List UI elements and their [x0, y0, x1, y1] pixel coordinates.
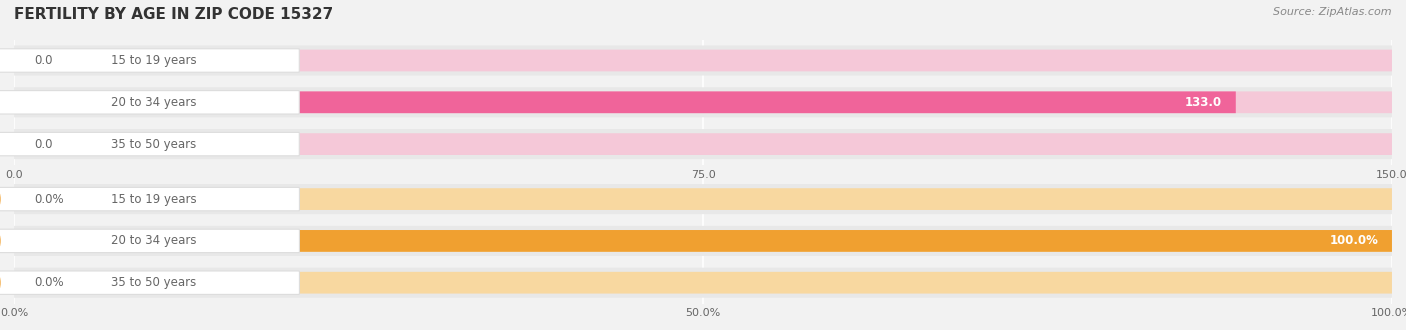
Text: 35 to 50 years: 35 to 50 years — [111, 276, 195, 289]
FancyBboxPatch shape — [0, 271, 299, 294]
FancyBboxPatch shape — [14, 50, 1392, 71]
FancyBboxPatch shape — [14, 133, 1392, 155]
FancyBboxPatch shape — [14, 230, 1392, 252]
Text: 0.0%: 0.0% — [35, 193, 65, 206]
FancyBboxPatch shape — [14, 129, 1392, 159]
FancyBboxPatch shape — [0, 229, 299, 252]
FancyBboxPatch shape — [14, 226, 1392, 256]
Text: Source: ZipAtlas.com: Source: ZipAtlas.com — [1274, 7, 1392, 16]
FancyBboxPatch shape — [14, 272, 1392, 294]
FancyBboxPatch shape — [14, 91, 1392, 113]
Text: 133.0: 133.0 — [1185, 96, 1222, 109]
Text: 100.0%: 100.0% — [1329, 234, 1378, 248]
Text: 0.0%: 0.0% — [35, 276, 65, 289]
FancyBboxPatch shape — [14, 184, 1392, 214]
Text: 15 to 19 years: 15 to 19 years — [111, 54, 197, 67]
FancyBboxPatch shape — [14, 188, 1392, 210]
Text: 0.0: 0.0 — [35, 54, 53, 67]
Text: 20 to 34 years: 20 to 34 years — [111, 96, 197, 109]
Text: 15 to 19 years: 15 to 19 years — [111, 193, 197, 206]
FancyBboxPatch shape — [14, 230, 1392, 252]
FancyBboxPatch shape — [14, 46, 1392, 76]
Text: 20 to 34 years: 20 to 34 years — [111, 234, 197, 248]
Text: 0.0: 0.0 — [35, 138, 53, 150]
FancyBboxPatch shape — [0, 187, 299, 211]
Text: FERTILITY BY AGE IN ZIP CODE 15327: FERTILITY BY AGE IN ZIP CODE 15327 — [14, 7, 333, 21]
FancyBboxPatch shape — [14, 87, 1392, 117]
FancyBboxPatch shape — [0, 49, 299, 72]
FancyBboxPatch shape — [0, 91, 299, 114]
FancyBboxPatch shape — [14, 91, 1236, 113]
Text: 35 to 50 years: 35 to 50 years — [111, 138, 195, 150]
FancyBboxPatch shape — [0, 132, 299, 156]
FancyBboxPatch shape — [14, 268, 1392, 298]
